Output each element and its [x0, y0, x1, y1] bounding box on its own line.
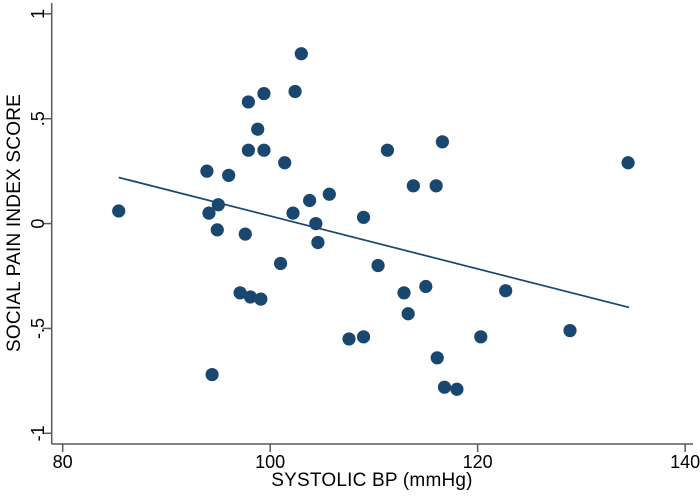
y-tick-label: 1 [28, 9, 48, 19]
data-point [356, 330, 371, 344]
data-point [356, 210, 371, 224]
data-point [380, 143, 395, 157]
data-point [474, 330, 488, 344]
data-point [435, 135, 449, 149]
data-point [322, 187, 336, 201]
data-point [563, 323, 577, 338]
data-point [278, 156, 292, 170]
data-point [286, 206, 300, 220]
data-point [254, 292, 268, 306]
x-tick-label: 100 [255, 452, 285, 472]
data-point [309, 216, 323, 231]
data-point [205, 367, 219, 382]
y-tick-label: .5 [28, 111, 48, 126]
data-point [211, 198, 225, 212]
y-tick-label: -.5 [28, 318, 48, 339]
x-tick-label: 80 [53, 452, 73, 472]
data-point [238, 227, 252, 241]
data-point [257, 86, 271, 101]
data-point [257, 143, 271, 157]
data-point [112, 204, 126, 218]
data-point [419, 279, 433, 294]
y-axis-title: SOCIAL PAIN INDEX SCORE [4, 94, 25, 352]
x-axis-title: SYSTOLIC BP (mmHg) [271, 470, 473, 491]
y-tick-label: 0 [28, 219, 48, 229]
data-point [202, 206, 216, 220]
data-point [311, 235, 325, 250]
data-point [294, 47, 308, 61]
data-point [200, 164, 214, 178]
data-point [273, 256, 288, 271]
data-point [371, 258, 385, 273]
data-point [397, 286, 411, 300]
x-tick-label: 120 [463, 452, 493, 472]
data-point [342, 332, 356, 346]
data-point [401, 307, 415, 321]
data-point [621, 156, 635, 170]
data-point [241, 95, 255, 109]
data-point [429, 179, 443, 193]
data-point [243, 290, 258, 304]
data-point [241, 143, 255, 157]
data-point [437, 380, 452, 394]
data-point [251, 122, 265, 136]
data-point [210, 223, 224, 237]
data-point [303, 193, 317, 208]
data-point [233, 286, 247, 300]
data-point [222, 168, 236, 182]
data-point [450, 382, 464, 396]
data-point [499, 284, 513, 298]
fit-line [118, 176, 630, 309]
y-tick-label: -1 [28, 425, 48, 441]
data-point [430, 351, 444, 365]
data-point [406, 179, 420, 193]
data-point [288, 84, 302, 99]
x-tick-label: 140 [670, 452, 700, 472]
